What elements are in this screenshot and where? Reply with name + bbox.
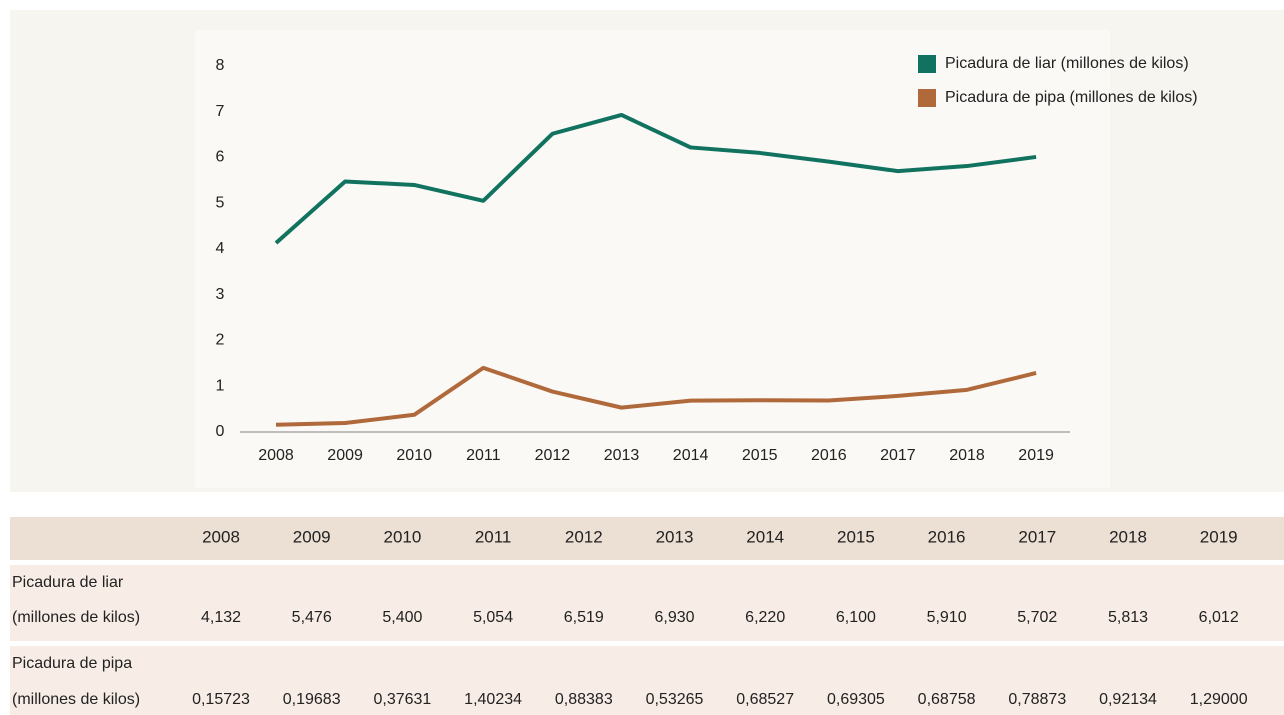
y-tick-label: 4 (216, 240, 225, 257)
table-cell: 6,930 (654, 609, 694, 626)
table-cell: 0,68758 (918, 691, 976, 708)
y-tick-label: 3 (216, 286, 225, 303)
table-cell: 0,68527 (736, 691, 794, 708)
table-cell: 6,012 (1199, 609, 1239, 626)
table-cell: 0,15723 (192, 691, 250, 708)
table-row-label: (millones de kilos) (12, 691, 140, 708)
table-cell: 6,100 (836, 609, 876, 626)
table-cell: 1,29000 (1190, 691, 1248, 708)
table-header-cell: 2011 (475, 527, 512, 546)
table-cell: 5,910 (927, 609, 967, 626)
table-header-cell: 2019 (1200, 527, 1238, 546)
table-cell: 0,78873 (1008, 691, 1066, 708)
table-header-cell: 2017 (1018, 527, 1056, 546)
table-cell: 1,40234 (464, 691, 522, 708)
table-cell: 6,519 (564, 609, 604, 626)
table-cell: 0,92134 (1099, 691, 1157, 708)
legend-swatch (918, 89, 936, 107)
line (274, 112, 1037, 245)
x-tick-label: 2014 (673, 447, 709, 464)
table-header-cell: 2018 (1109, 527, 1147, 546)
table-cell: 5,400 (382, 609, 422, 626)
x-tick-label: 2018 (949, 447, 985, 464)
table-cell: 0,69305 (827, 691, 885, 708)
y-tick-label: 2 (216, 332, 225, 349)
table-header (10, 517, 1284, 560)
table-row (10, 646, 1284, 715)
table-cell: 0,37631 (373, 691, 431, 708)
table-cell: 0,53265 (646, 691, 704, 708)
line (275, 365, 1037, 427)
legend-label: Picadura de liar (millones de kilos) (945, 55, 1189, 72)
table-row-label: Picadura de liar (12, 574, 124, 591)
legend-label: Picadura de pipa (millones de kilos) (945, 89, 1198, 106)
table-cell: 4,132 (201, 609, 241, 626)
table-row-label: Picadura de pipa (12, 655, 132, 672)
x-tick-label: 2011 (466, 447, 501, 464)
table-cell: 0,19683 (283, 691, 341, 708)
y-tick-label: 5 (216, 194, 225, 211)
table-row-label: (millones de kilos) (12, 609, 140, 626)
x-tick-label: 2008 (258, 447, 294, 464)
legend-swatch (918, 55, 936, 73)
table-row (10, 565, 1284, 641)
y-tick-label: 1 (216, 377, 225, 394)
x-tick-label: 2012 (535, 447, 571, 464)
table-cell: 5,476 (292, 609, 332, 626)
table-cell: 0,88383 (555, 691, 613, 708)
y-tick-label: 0 (216, 423, 225, 440)
table-header-cell: 2013 (656, 527, 694, 546)
x-tick-label: 2017 (880, 447, 916, 464)
x-tick-label: 2016 (811, 447, 847, 464)
y-tick-label: 7 (216, 103, 225, 120)
table-header-cell: 2012 (565, 527, 603, 546)
table-header-cell: 2014 (746, 527, 784, 546)
table-cell: 5,054 (473, 609, 513, 626)
table-header-cell: 2016 (928, 527, 966, 546)
table-header-cell: 2015 (837, 527, 875, 546)
y-tick-label: 8 (216, 57, 225, 74)
x-tick-label: 2010 (396, 447, 432, 464)
x-tick-label: 2019 (1018, 447, 1054, 464)
table-cell: 5,702 (1017, 609, 1057, 626)
x-tick-label: 2009 (327, 447, 363, 464)
table-header-cell: 2010 (383, 527, 421, 546)
plot-area (195, 30, 1110, 488)
table-header-cell: 2008 (202, 527, 240, 546)
table-header-cell: 2009 (293, 527, 331, 546)
table-cell: 6,220 (745, 609, 785, 626)
x-tick-label: 2013 (604, 447, 640, 464)
x-tick-label: 2015 (742, 447, 778, 464)
y-tick-label: 6 (216, 149, 225, 166)
table-cell: 5,813 (1108, 609, 1148, 626)
